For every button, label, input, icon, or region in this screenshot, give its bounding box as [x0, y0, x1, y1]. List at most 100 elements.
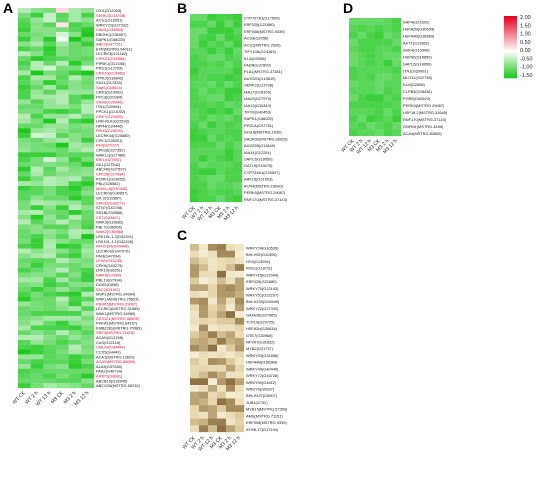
heatmap-cell	[30, 373, 44, 379]
heatmap-cell	[226, 297, 236, 305]
heatmap-cell	[30, 75, 44, 81]
heatmap-cell	[349, 31, 358, 39]
heatmap-cell	[43, 133, 57, 139]
row-label: ALA3(G37048)	[96, 364, 123, 369]
heatmap-cell	[224, 141, 234, 149]
heatmap-cell	[233, 195, 243, 203]
heatmap-cell	[199, 418, 209, 426]
heatmap-cell	[190, 40, 199, 48]
row-label: GATA26(G27965)	[246, 313, 277, 318]
heatmap-cell	[357, 115, 367, 123]
heatmap-cell	[198, 94, 208, 102]
heatmap-cell	[217, 244, 227, 251]
row-label: PP2CA(G47751)	[244, 123, 274, 128]
heatmap-cell	[30, 118, 44, 124]
heatmap-cell	[18, 94, 31, 100]
heatmap-cell	[43, 65, 57, 71]
heatmap-cell	[30, 214, 44, 220]
legend-swatch	[504, 68, 517, 71]
heatmap-cell	[56, 200, 69, 206]
heatmap-cell	[68, 36, 82, 42]
heatmap-cell	[366, 59, 376, 67]
heatmap-cell	[30, 335, 44, 341]
heatmap-cell	[233, 47, 243, 55]
heatmap-cell	[68, 210, 82, 215]
heatmap-cell	[217, 351, 227, 359]
row-label: AATP1(G8081)	[96, 374, 123, 379]
legend-swatch	[504, 25, 517, 28]
row-label: AKHSDH(G45448)	[96, 244, 129, 249]
heatmap-cell	[30, 195, 44, 201]
heatmap-cell	[30, 89, 44, 95]
heatmap-cell	[68, 133, 82, 139]
heatmap-cell	[357, 129, 367, 137]
row-label: LRK10L-1.2(G42201)	[96, 234, 134, 239]
heatmap-cell	[224, 54, 234, 62]
row-label: TCP19(G29725)	[246, 319, 275, 324]
heatmap-cell	[43, 315, 57, 321]
panel-label-a: A	[3, 0, 13, 16]
heatmap-cell	[190, 291, 200, 298]
row-label: GK1(G27542)	[96, 162, 121, 167]
heatmap-cell	[235, 297, 245, 305]
heatmap-cell	[43, 166, 57, 172]
heatmap-cell	[18, 238, 31, 244]
heatmap-cell	[199, 244, 209, 251]
heatmap-cell	[392, 18, 402, 26]
heatmap-cell	[30, 200, 44, 206]
row-label: NPR4(G24446)	[96, 123, 124, 128]
heatmap-cell	[68, 128, 82, 134]
heatmap-cell	[216, 121, 225, 129]
legend-swatch	[504, 76, 517, 79]
heatmap-cell	[226, 378, 236, 386]
heatmap-cell	[226, 270, 236, 278]
heatmap-cell	[68, 171, 82, 177]
legend-swatch	[504, 33, 517, 35]
heatmap-cell	[217, 364, 227, 372]
heatmap-cell	[235, 338, 245, 345]
heatmap-cell	[43, 36, 57, 42]
heatmap-cell	[18, 109, 31, 114]
legend-swatch	[504, 19, 517, 21]
heatmap-cell	[81, 128, 95, 134]
heatmap-cell	[217, 264, 227, 271]
heatmap-cell	[375, 94, 384, 102]
legend-swatch	[504, 37, 517, 40]
heatmap-cell	[56, 12, 69, 18]
heatmap-cell	[349, 45, 358, 53]
heatmap-cell	[18, 229, 31, 235]
heatmap-cell	[68, 262, 82, 268]
heatmap-cell	[224, 67, 234, 75]
heatmap-cell	[56, 157, 69, 163]
heatmap-cell	[43, 219, 57, 225]
row-label: ACS1(G18351)	[96, 18, 123, 23]
heatmap-cell	[198, 14, 208, 21]
heatmap-cell	[81, 181, 95, 187]
heatmap-cell	[30, 272, 44, 278]
heatmap-cell	[224, 121, 234, 129]
heatmap-cell	[199, 398, 209, 406]
heatmap-cell	[68, 190, 82, 196]
heatmap-cell	[18, 339, 31, 345]
row-label: ILL6(G2656)	[244, 56, 267, 61]
heatmap-cell	[226, 405, 236, 412]
heatmap-cell	[208, 364, 218, 372]
legend-swatch	[504, 40, 517, 43]
heatmap-cell	[68, 214, 82, 220]
heatmap-cell	[216, 40, 225, 48]
heatmap-cell	[18, 383, 31, 389]
heatmap-cell	[81, 104, 95, 110]
heatmap-cell	[18, 262, 31, 268]
heatmap-cell	[56, 339, 69, 345]
row-label: CLPB3(G28438)	[403, 89, 432, 94]
row-label: WRKY72(G43726)	[246, 373, 279, 378]
heatmap-cell	[216, 101, 225, 109]
heatmap-cell	[190, 148, 199, 156]
heatmap-cell	[56, 80, 69, 86]
heatmap-cell	[56, 286, 69, 292]
heatmap-cell	[199, 311, 209, 318]
heatmap-cell	[81, 373, 95, 379]
heatmap-cell	[199, 338, 209, 345]
heatmap-cell	[81, 12, 95, 18]
heatmap-cell	[190, 14, 199, 21]
